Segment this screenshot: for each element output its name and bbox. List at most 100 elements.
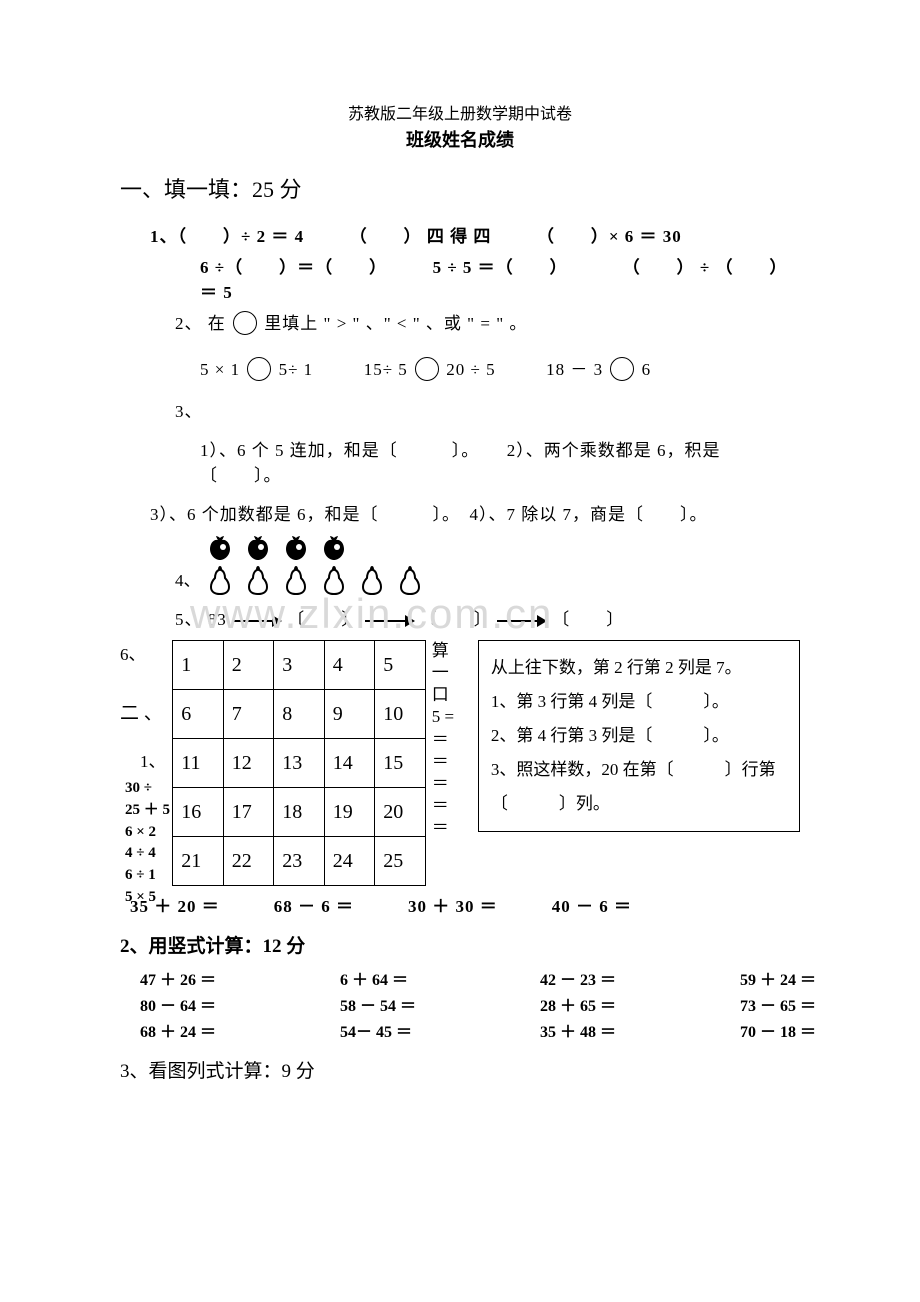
exam-page: 苏教版二年级上册数学期中试卷 班级姓名成绩 一、填一填：25 分 1、（ ）÷ …	[0, 0, 920, 1151]
grid-cell: 15	[375, 739, 426, 788]
number-grid: 1234567891011121314151617181920212223242…	[172, 640, 426, 886]
q5-label: 5、 83	[175, 610, 227, 629]
q2-expressions: 5 × 1 5÷ 1 15÷ 5 20 ÷ 5 18 － 3 6	[200, 355, 800, 383]
pear-row	[207, 565, 423, 595]
grid-cell: 6	[173, 690, 224, 739]
expr-3a: 18 － 3	[546, 360, 608, 379]
calc-cell: 80 － 64 ＝	[140, 992, 280, 1016]
left-calc-frag: 30 ÷ 25 ＋ 5 6 × 2 4 ÷ 4 6 ÷ 1 5 × 5	[125, 778, 170, 909]
pear-icon	[283, 565, 309, 595]
calc-cell: 28 ＋ 65 ＝	[540, 992, 680, 1016]
grid-cell: 8	[274, 690, 325, 739]
grid-cell: 18	[274, 788, 325, 837]
blank: 〔 〕	[287, 610, 359, 629]
expr-1b: 5÷ 1	[279, 360, 314, 379]
grid-cell: 17	[223, 788, 274, 837]
calc-cell: 68 ＋ 24 ＝	[140, 1018, 280, 1042]
apple-icon	[207, 535, 233, 561]
vert-row-3: 68 ＋ 24 ＝ 54－ 45 ＝ 35 ＋ 48 ＝ 70 － 18 ＝	[140, 1018, 800, 1042]
q2-text-a: 2、 在	[175, 314, 226, 333]
calc-cell: 70 － 18 ＝	[740, 1018, 880, 1042]
q2-1-label: 1、	[140, 750, 166, 775]
grid-cell: 11	[173, 739, 224, 788]
grid-cell: 25	[375, 837, 426, 886]
grid-cell: 10	[375, 690, 426, 739]
q3-line-1: 1）、6 个 5 连加，和是〔 〕。 2）、两个乘数都是 6，积是〔 〕。	[200, 436, 800, 486]
sub-3-head: 3、看图列式计算：9 分	[120, 1056, 800, 1083]
grid-questions-box: 从上往下数，第 2 行第 2 列是 7。 1、第 3 行第 4 列是〔 〕。 2…	[478, 640, 800, 832]
info-line-4: 3、照这样数，20 在第〔 〕行第〔 〕列。	[491, 753, 787, 821]
grid-cell: 14	[324, 739, 375, 788]
vert-row-1: 47 ＋ 26 ＝ 6 ＋ 64 ＝ 42 － 23 ＝ 59 ＋ 24 ＝	[140, 966, 800, 990]
q2-text-b: 里填上 " > " 、" < " 、或 " = " 。	[264, 314, 527, 333]
grid-cell: 13	[274, 739, 325, 788]
grid-cell: 9	[324, 690, 375, 739]
q1-line-a: 1、（ ）÷ 2 ＝ 4 （ ） 四 得 四 （ ）× 6 ＝ 30	[150, 222, 800, 247]
info-line-2: 1、第 3 行第 4 列是〔 〕。	[491, 685, 787, 719]
circle-icon	[415, 357, 439, 381]
apple-icon	[283, 535, 309, 561]
arrow-icon	[365, 615, 415, 627]
calc-row-bottom: 35 ＋ 20 ＝ 68 － 6 ＝ 30 ＋ 30 ＝ 40 － 6 ＝	[130, 892, 800, 917]
section-1-head: 一、填一填：25 分	[120, 172, 800, 204]
circle-icon	[610, 357, 634, 381]
q2-prompt: 2、 在 里填上 " > " 、" < " 、或 " = " 。	[175, 309, 800, 337]
calc-cell: 42 － 23 ＝	[540, 966, 680, 990]
pear-icon	[321, 565, 347, 595]
grid-cell: 16	[173, 788, 224, 837]
grid-cell: 5	[375, 641, 426, 690]
calc-cell: 47 ＋ 26 ＝	[140, 966, 280, 990]
sub-2-head: 2、用竖式计算：12 分	[120, 931, 800, 958]
q6-label: 6、	[120, 640, 172, 665]
pear-icon	[359, 565, 385, 595]
vert-row-2: 80 － 64 ＝ 58 － 54 ＝ 28 ＋ 65 ＝ 73 － 65 ＝	[140, 992, 800, 1016]
q1-line-b: 6 ÷（ ）＝（ ） 5 ÷ 5 ＝（ ） （ ） ÷ （ ）＝ 5	[200, 253, 800, 303]
grid-cell: 19	[324, 788, 375, 837]
calc-cell: 59 ＋ 24 ＝	[740, 966, 880, 990]
q6-row: 6、 1234567891011121314151617181920212223…	[120, 640, 800, 886]
mid-fragment: 算 一 口 5 = ＝ ＝ ＝ ＝ ＝	[432, 640, 458, 839]
info-line-3: 2、第 4 行第 3 列是〔 〕。	[491, 719, 787, 753]
info-line-1: 从上往下数，第 2 行第 2 列是 7。	[491, 651, 787, 685]
fruit-column	[207, 535, 423, 595]
grid-cell: 22	[223, 837, 274, 886]
expr-2a: 15÷ 5	[364, 360, 413, 379]
grid-cell: 4	[324, 641, 375, 690]
arrow-icon	[497, 615, 547, 627]
apple-row	[207, 535, 423, 561]
grid-cell: 1	[173, 641, 224, 690]
grid-cell: 21	[173, 837, 224, 886]
expr-1a: 5 × 1	[200, 360, 245, 379]
arrow-icon	[232, 615, 282, 627]
calc-cell: 6 ＋ 64 ＝	[340, 966, 480, 990]
circle-icon	[233, 311, 257, 335]
q3-label: 3、	[175, 397, 800, 422]
calc-cell: 73 － 65 ＝	[740, 992, 880, 1016]
pear-icon	[245, 565, 271, 595]
pear-icon	[207, 565, 233, 595]
blank: 〔 〕	[552, 610, 624, 629]
section-2-head: 二 、	[120, 700, 163, 728]
q5-line: 5、 83 〔 〕 〔 〕 〔 〕	[175, 605, 800, 630]
calc-cell: 54－ 45 ＝	[340, 1018, 480, 1042]
expr-2b: 20 ÷ 5	[446, 360, 495, 379]
grid-cell: 20	[375, 788, 426, 837]
grid-cell: 7	[223, 690, 274, 739]
expr-3b: 6	[642, 360, 652, 379]
header-fields: 班级姓名成绩	[120, 126, 800, 152]
circle-icon	[247, 357, 271, 381]
grid-cell: 23	[274, 837, 325, 886]
pear-icon	[397, 565, 423, 595]
q4-label: 4、	[175, 566, 201, 591]
grid-cell: 24	[324, 837, 375, 886]
calc-cell: 35 ＋ 48 ＝	[540, 1018, 680, 1042]
grid-cell: 3	[274, 641, 325, 690]
apple-icon	[245, 535, 271, 561]
apple-icon	[321, 535, 347, 561]
grid-cell: 12	[223, 739, 274, 788]
q4-icons: 4、	[175, 535, 800, 595]
grid-cell: 2	[223, 641, 274, 690]
paper-source: 苏教版二年级上册数学期中试卷	[120, 100, 800, 124]
q3-line-3: 3）、6 个加数都是 6，和是〔 〕。 4）、7 除以 7，商是〔 〕。	[150, 500, 800, 525]
blank: 〔 〕	[420, 610, 492, 629]
